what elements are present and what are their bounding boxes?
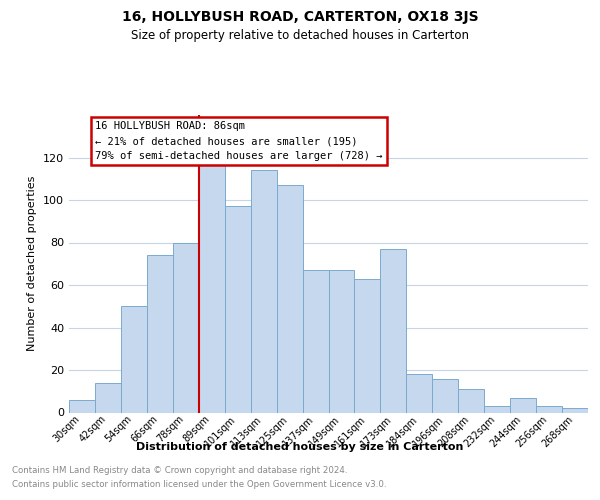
Text: Distribution of detached houses by size in Carterton: Distribution of detached houses by size … <box>136 442 464 452</box>
Text: 16, HOLLYBUSH ROAD, CARTERTON, OX18 3JS: 16, HOLLYBUSH ROAD, CARTERTON, OX18 3JS <box>122 10 478 24</box>
Bar <box>95 383 121 412</box>
Bar <box>121 306 147 412</box>
Bar <box>433 378 458 412</box>
Text: Contains HM Land Registry data © Crown copyright and database right 2024.: Contains HM Land Registry data © Crown c… <box>12 466 347 475</box>
Bar <box>510 398 536 412</box>
Text: Size of property relative to detached houses in Carterton: Size of property relative to detached ho… <box>131 29 469 42</box>
Text: Contains public sector information licensed under the Open Government Licence v3: Contains public sector information licen… <box>12 480 386 489</box>
Bar <box>69 400 95 412</box>
Y-axis label: Number of detached properties: Number of detached properties <box>28 176 37 352</box>
Bar <box>406 374 432 412</box>
Bar <box>251 170 277 412</box>
Bar <box>536 406 562 412</box>
Bar <box>277 185 302 412</box>
Bar <box>484 406 510 412</box>
Bar <box>329 270 355 412</box>
Bar <box>225 206 251 412</box>
Bar <box>173 242 199 412</box>
Bar <box>458 389 484 412</box>
Bar <box>355 278 380 412</box>
Bar <box>562 408 588 412</box>
Bar <box>147 255 173 412</box>
Bar <box>380 249 406 412</box>
Bar <box>302 270 329 412</box>
Bar <box>199 162 224 412</box>
Text: 16 HOLLYBUSH ROAD: 86sqm
← 21% of detached houses are smaller (195)
79% of semi-: 16 HOLLYBUSH ROAD: 86sqm ← 21% of detach… <box>95 122 382 161</box>
